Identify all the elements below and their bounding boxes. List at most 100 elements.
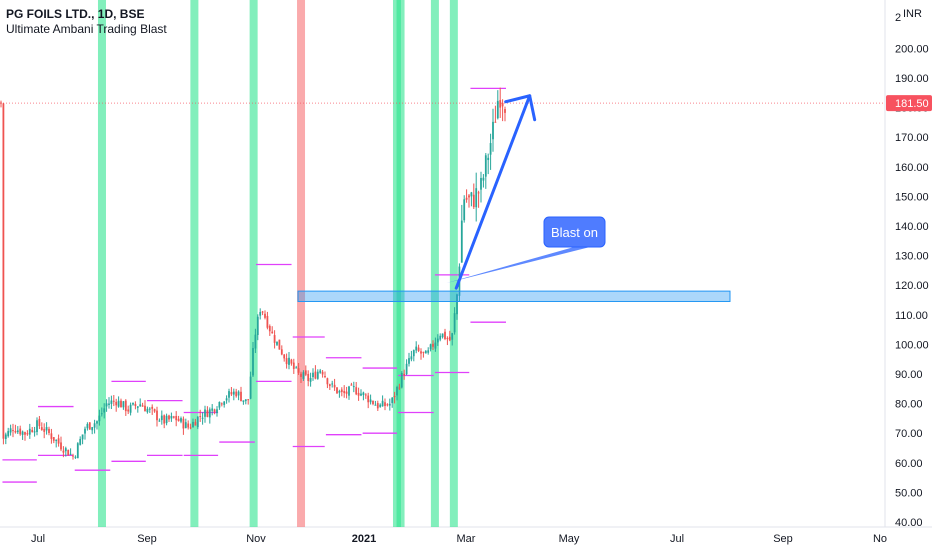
candle-body — [144, 405, 146, 412]
candle-body — [151, 406, 154, 409]
candle-body — [100, 413, 103, 415]
candle-body — [352, 386, 355, 388]
candle-body — [372, 401, 374, 405]
y-tick-label: 110.00 — [895, 310, 928, 322]
candle-body — [158, 420, 161, 422]
candle-body — [196, 416, 199, 428]
candle-body — [124, 400, 127, 412]
candle-body — [314, 371, 317, 379]
x-tick-label: Sep — [773, 533, 793, 545]
y-tick-label: 140.00 — [895, 221, 929, 233]
candle-body — [112, 400, 115, 402]
candle-body — [470, 192, 473, 197]
candle-body — [192, 421, 194, 428]
candle-body — [369, 399, 372, 403]
candle-body — [153, 409, 156, 412]
candle-body — [340, 389, 343, 392]
candle-body — [213, 409, 216, 413]
candle-body — [230, 392, 233, 395]
candle-body — [367, 395, 370, 403]
candle-body — [261, 311, 264, 313]
candle-body — [492, 121, 494, 140]
candle-body — [127, 409, 130, 412]
candle-body — [168, 415, 170, 420]
candle-body — [336, 387, 338, 394]
candle-body — [297, 368, 300, 373]
candle-body — [477, 192, 480, 194]
candle-body — [259, 312, 262, 316]
candle-body — [182, 418, 185, 429]
candle-body — [501, 103, 504, 107]
x-tick-label: Jul — [31, 533, 45, 545]
candle-body — [4, 434, 7, 440]
candle-body — [96, 421, 98, 424]
y-top-tick-label: 2 — [895, 12, 901, 24]
chart-title: PG FOILS LTD., 1D, BSE — [6, 7, 145, 21]
candle-body — [391, 397, 394, 404]
candle-body — [52, 437, 55, 441]
candle-body — [201, 417, 204, 419]
candle-body — [268, 325, 271, 332]
candle-body — [79, 438, 82, 445]
y-tick-label: 80.00 — [895, 399, 923, 411]
candle-body — [379, 404, 382, 407]
candle-body — [160, 415, 163, 421]
candle-body — [424, 350, 427, 354]
candle-body — [177, 418, 180, 422]
x-tick-label: Jul — [670, 533, 684, 545]
candle-body — [398, 387, 401, 389]
candle-body — [400, 373, 403, 388]
candle-body — [360, 393, 362, 396]
candle-body — [348, 386, 350, 396]
candle-body — [290, 359, 293, 364]
candle-body — [256, 316, 259, 336]
candle-body — [36, 420, 38, 433]
y-tick-label: 60.00 — [895, 458, 923, 470]
candle-body — [69, 453, 72, 455]
y-tick-label: 190.00 — [895, 73, 929, 85]
candle-body — [292, 362, 295, 369]
candle-body — [148, 408, 151, 410]
candle-body — [264, 313, 266, 318]
x-tick-label: 2021 — [352, 533, 376, 545]
y-tick-label: 50.00 — [895, 487, 923, 499]
candle-body — [386, 404, 389, 406]
candle-body — [273, 335, 276, 343]
candle-body — [487, 157, 490, 161]
candle-body — [338, 390, 341, 393]
callout-label: Blast on — [551, 225, 598, 240]
candle-body — [410, 356, 413, 360]
candle-body — [88, 422, 91, 430]
candle-body — [220, 403, 223, 405]
candle-body — [444, 331, 446, 339]
candle-body — [446, 338, 449, 340]
candle-body — [170, 416, 173, 419]
candle-body — [472, 194, 475, 208]
candle-body — [165, 415, 168, 424]
candle-body — [76, 443, 79, 459]
candle-body — [403, 373, 406, 376]
candle-body — [374, 404, 377, 406]
candle-body — [81, 434, 84, 440]
candle-body — [237, 391, 240, 396]
candle-body — [345, 391, 348, 394]
y-tick-label: 100.00 — [895, 339, 929, 351]
candle-body — [28, 428, 31, 435]
candle-body — [74, 456, 77, 458]
buy-signal-bar — [396, 0, 405, 527]
candle-body — [429, 344, 432, 350]
candle-body — [136, 406, 139, 408]
candle-body — [381, 400, 384, 407]
candle-body — [304, 370, 307, 375]
candle-body — [84, 428, 86, 434]
candle-body — [328, 384, 331, 387]
candle-body — [302, 372, 305, 379]
candle-body — [48, 428, 50, 433]
candle-body — [295, 367, 298, 369]
candle-body — [12, 430, 14, 432]
candle-body — [93, 423, 96, 428]
y-tick-label: 160.00 — [895, 162, 929, 174]
candle-body — [280, 349, 283, 355]
buy-signal-bar — [190, 0, 199, 527]
